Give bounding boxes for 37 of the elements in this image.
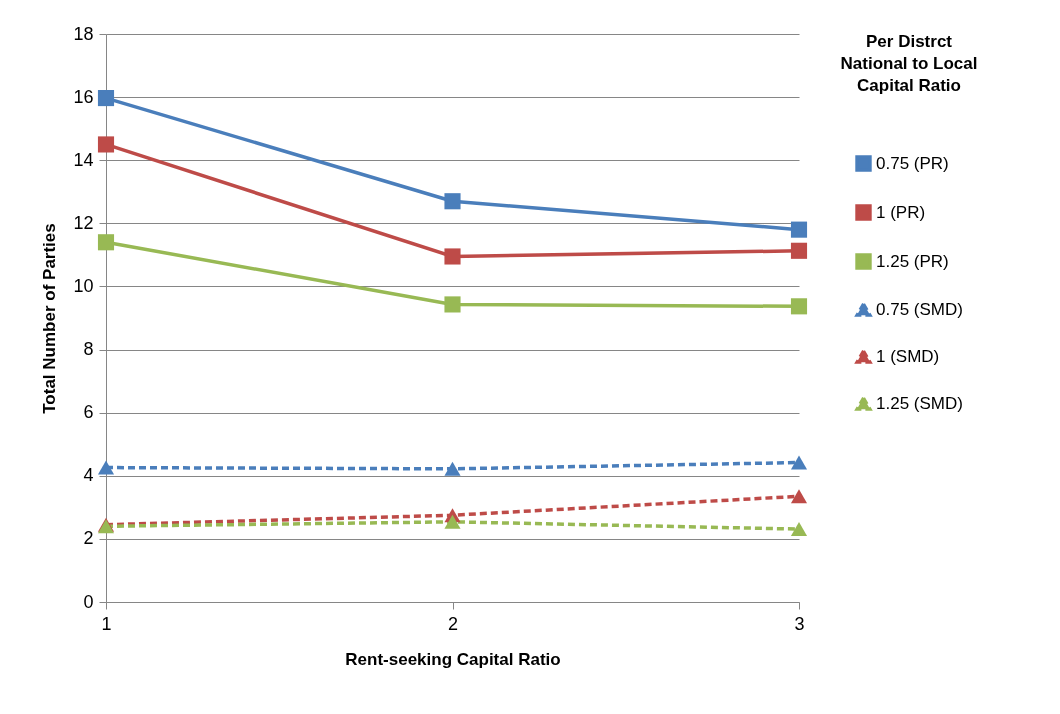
y-tick-label: 0 [83, 591, 94, 612]
point [790, 489, 808, 504]
point [790, 522, 808, 537]
y-tick-label: 6 [83, 402, 94, 423]
y-tick-label: 2 [83, 528, 94, 549]
point [444, 193, 461, 210]
x-tick-label: 3 [794, 613, 805, 634]
point [97, 136, 115, 153]
legend-label: 1 (SMD) [876, 346, 940, 366]
point [790, 242, 808, 259]
y-tick-label: 16 [73, 86, 94, 107]
legend-label: 1.25 (PR) [876, 251, 949, 271]
y-tick-label: 18 [73, 23, 94, 44]
y-tick-label: 14 [73, 149, 94, 170]
legend-label: 1.25 (SMD) [876, 393, 963, 413]
point [790, 221, 808, 238]
y-tick-label: 10 [73, 275, 94, 296]
point [790, 455, 808, 470]
point [444, 461, 461, 476]
x-tick-label: 2 [447, 613, 459, 634]
legend-label: 0.75 (PR) [876, 153, 949, 173]
y-tick-label: 12 [73, 212, 94, 233]
point [97, 90, 115, 107]
point [97, 460, 115, 475]
x-axis-title: Rent-seeking Capital Ratio [345, 649, 561, 669]
x-tick-label: 1 [101, 613, 112, 634]
legend-label: 0.75 (SMD) [876, 299, 963, 319]
y-axis-title: Total Number of Parties [40, 223, 60, 414]
legend-label: 1 (PR) [876, 202, 926, 222]
point [97, 234, 115, 251]
point [790, 298, 808, 315]
y-tick-label: 8 [83, 339, 94, 360]
point [444, 296, 461, 313]
point [444, 514, 461, 529]
point [444, 248, 461, 265]
y-tick-label: 4 [83, 465, 94, 486]
legend-title: Per Distrct National to Local Capital Ratio [840, 32, 978, 95]
